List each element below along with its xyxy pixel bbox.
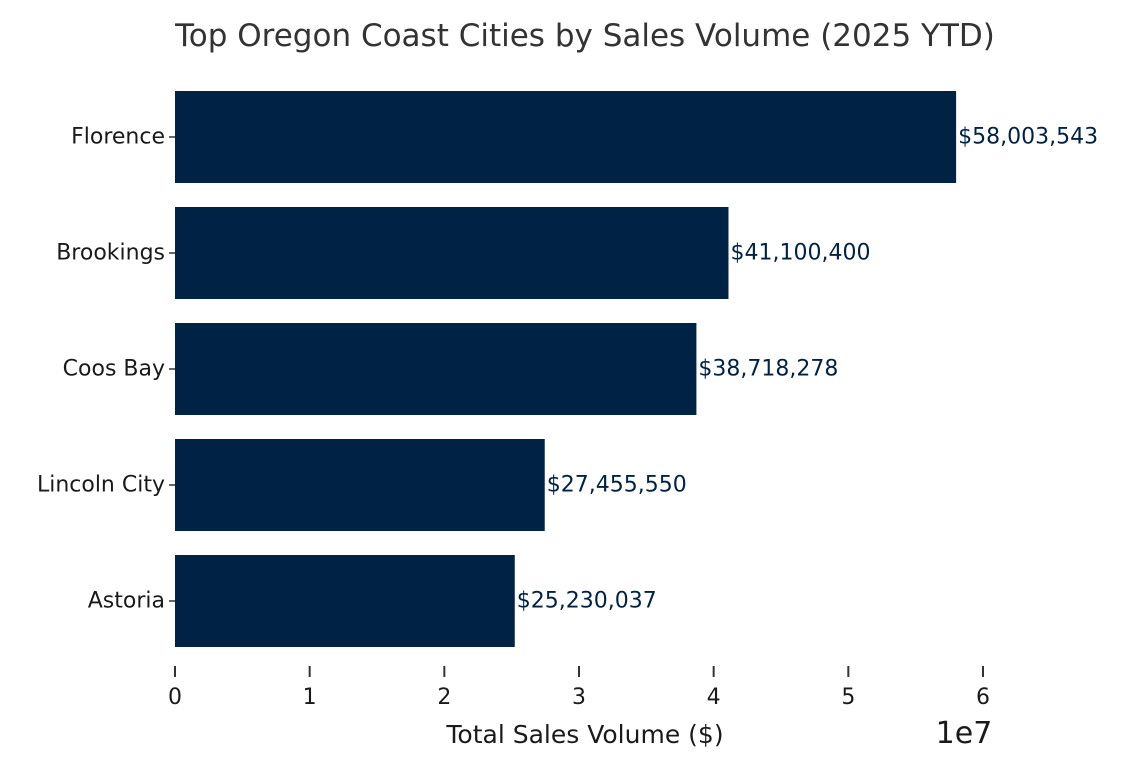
x-tick-label: 3: [572, 685, 586, 710]
category-label-brookings: Brookings: [56, 241, 165, 266]
bar-lincoln-city: [175, 439, 545, 531]
bar-florence: [175, 91, 957, 183]
category-labels: Florence Brookings Coos Bay Lincoln City Ast…: [37, 125, 175, 614]
value-label-brookings: $41,100,400: [730, 241, 870, 266]
x-axis-label: Total Sales Volume ($): [445, 720, 723, 749]
x-tick-label: 5: [841, 685, 855, 710]
chart-title: Top Oregon Coast Cities by Sales Volume …: [174, 18, 995, 54]
x-tick-label: 1: [303, 685, 317, 710]
x-tick-label: 2: [437, 685, 451, 710]
category-label-lincoln-city: Lincoln City: [37, 473, 165, 498]
bars-layer: [175, 91, 957, 647]
category-label-astoria: Astoria: [88, 589, 165, 614]
category-label-florence: Florence: [71, 125, 165, 150]
x-tick-label: 0: [168, 685, 182, 710]
value-label-florence: $58,003,543: [958, 125, 1098, 150]
x-axis: 0 1 2 3 4 5 6: [168, 666, 990, 710]
x-axis-offset-label: 1e7: [936, 716, 993, 751]
value-label-astoria: $25,230,037: [517, 589, 657, 614]
category-label-coos-bay: Coos Bay: [63, 357, 165, 382]
bar-astoria: [175, 555, 515, 647]
x-tick-label: 4: [707, 685, 721, 710]
value-labels: $58,003,543 $41,100,400 $38,718,278 $27,455…: [517, 125, 1098, 614]
value-label-coos-bay: $38,718,278: [698, 357, 838, 382]
value-label-lincoln-city: $27,455,550: [547, 473, 687, 498]
x-tick-label: 6: [976, 685, 990, 710]
bar-brookings: [175, 207, 729, 299]
bar-coos-bay: [175, 323, 697, 415]
